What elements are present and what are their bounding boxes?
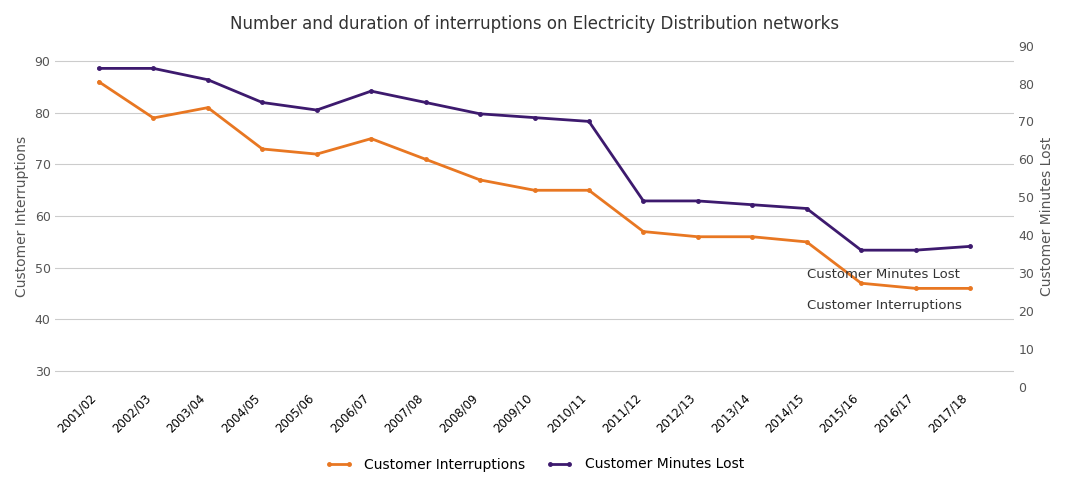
Customer Interruptions (148, 115, 160, 121)
Customer Minutes Lost (801, 206, 814, 212)
Customer Minutes Lost (419, 100, 432, 106)
Customer Interruptions (93, 79, 106, 85)
Legend: Customer Interruptions, Customer Minutes Lost: Customer Interruptions, Customer Minutes… (320, 452, 749, 477)
Customer Minutes Lost (93, 65, 106, 71)
Line: Customer Minutes Lost: Customer Minutes Lost (97, 67, 972, 252)
Customer Minutes Lost (692, 198, 704, 204)
Customer Minutes Lost (148, 65, 160, 71)
Customer Minutes Lost (963, 243, 976, 249)
Customer Interruptions (365, 136, 377, 141)
Customer Interruptions (692, 234, 704, 240)
Customer Minutes Lost (855, 247, 868, 253)
Customer Minutes Lost (746, 202, 759, 208)
Customer Interruptions (419, 156, 432, 162)
Customer Minutes Lost (637, 198, 650, 204)
Title: Number and duration of interruptions on Electricity Distribution networks: Number and duration of interruptions on … (230, 15, 839, 33)
Customer Minutes Lost (583, 119, 595, 124)
Customer Interruptions (963, 286, 976, 291)
Customer Interruptions (909, 286, 921, 291)
Customer Minutes Lost (365, 88, 377, 94)
Customer Interruptions (855, 280, 868, 286)
Customer Minutes Lost (201, 77, 214, 83)
Customer Interruptions (474, 177, 486, 183)
Customer Interruptions (637, 228, 650, 234)
Customer Minutes Lost (255, 100, 268, 106)
Y-axis label: Customer Minutes Lost: Customer Minutes Lost (1040, 136, 1054, 296)
Customer Interruptions (583, 187, 595, 193)
Customer Minutes Lost (474, 111, 486, 117)
Customer Minutes Lost (528, 115, 541, 121)
Text: Customer Minutes Lost: Customer Minutes Lost (807, 268, 960, 281)
Customer Interruptions (310, 151, 323, 157)
Customer Minutes Lost (310, 107, 323, 113)
Text: Customer Interruptions: Customer Interruptions (807, 299, 962, 312)
Customer Interruptions (528, 187, 541, 193)
Customer Interruptions (746, 234, 759, 240)
Customer Interruptions (801, 239, 814, 245)
Customer Minutes Lost (909, 247, 921, 253)
Line: Customer Interruptions: Customer Interruptions (97, 80, 972, 290)
Customer Interruptions (255, 146, 268, 152)
Customer Interruptions (201, 105, 214, 110)
Y-axis label: Customer Interruptions: Customer Interruptions (15, 136, 29, 297)
